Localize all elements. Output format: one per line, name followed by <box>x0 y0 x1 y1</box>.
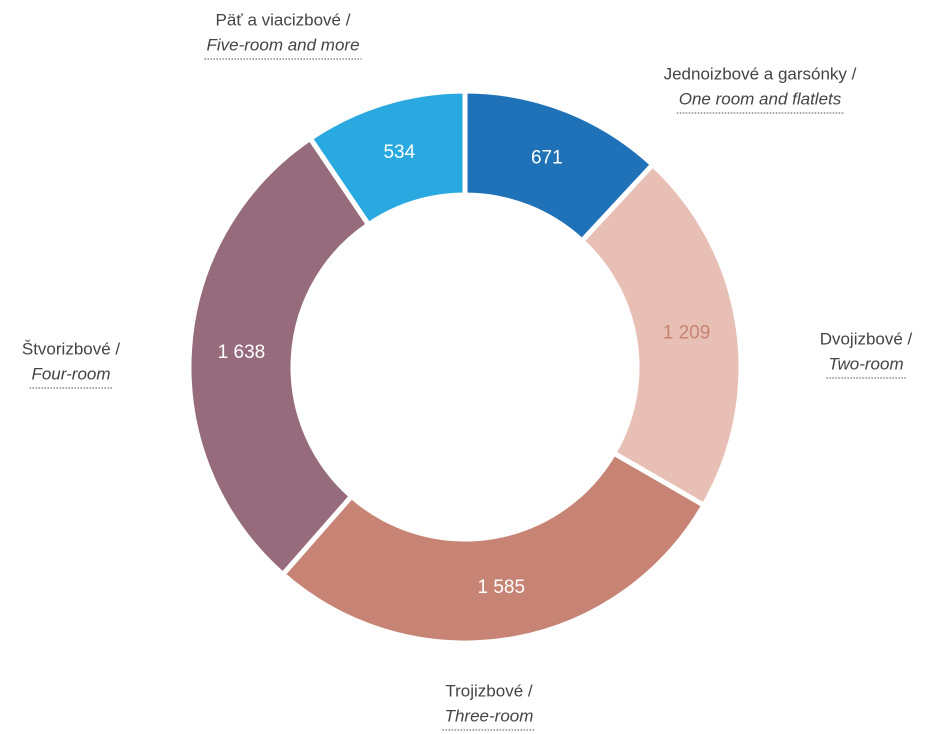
value-label: 534 <box>383 142 415 163</box>
donut-slice <box>279 449 708 646</box>
value-label: 1 209 <box>663 323 711 344</box>
donut-slice <box>306 88 468 229</box>
donut-slice <box>186 134 373 578</box>
category-label: Jednoizbové a garsónky / <box>664 64 857 83</box>
category-label-en: One room and flatlets <box>679 89 842 108</box>
category-label: Dvojizbové / <box>820 329 913 348</box>
category-label: Štvorizbové / <box>22 339 121 358</box>
category-label: Trojizbové / <box>445 681 533 700</box>
value-label: 671 <box>531 147 563 168</box>
donut-slice <box>578 161 744 509</box>
value-label: 1 638 <box>218 342 266 363</box>
category-label-en: Four-room <box>31 364 110 383</box>
category-label-en: Three-room <box>445 706 534 725</box>
category-label-en: Two-room <box>828 354 903 373</box>
category-label-en: Five-room and more <box>206 35 359 54</box>
category-label: Päť a viacizbové / <box>216 10 351 29</box>
value-label: 1 585 <box>478 577 526 598</box>
